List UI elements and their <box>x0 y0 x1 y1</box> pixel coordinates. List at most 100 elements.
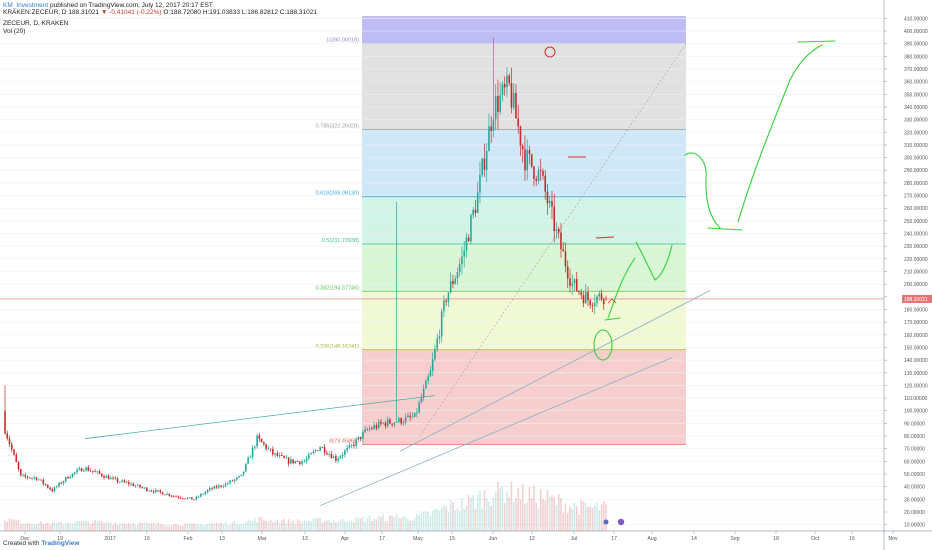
candle-body <box>132 483 135 486</box>
volume-bar <box>150 523 153 531</box>
candle-body <box>206 490 209 493</box>
y-tick-label: 300.00000 <box>904 156 928 162</box>
volume-bar <box>472 495 474 531</box>
candle-body <box>35 477 38 480</box>
candle-body <box>427 376 429 381</box>
candle-body <box>94 471 96 473</box>
volume-bar <box>474 508 477 531</box>
candle-body <box>175 495 177 497</box>
volume-bar <box>348 521 351 531</box>
hand-drawn-stroke <box>797 40 836 43</box>
candle-body <box>19 469 22 476</box>
candle-body <box>215 486 218 488</box>
x-tick-label: Oct <box>811 536 820 542</box>
volume-bar <box>355 517 357 531</box>
y-tick-label: 410.00000 <box>904 16 928 22</box>
volume-bar <box>476 495 479 531</box>
volume-bar <box>335 522 337 531</box>
candle-body <box>521 145 524 150</box>
candle-body <box>481 158 483 175</box>
candle-body <box>191 497 193 500</box>
candle-body <box>557 228 560 233</box>
candle-body <box>497 96 499 112</box>
candle-body <box>542 171 544 176</box>
volume-bar <box>173 523 175 531</box>
candle-body <box>40 479 42 481</box>
candle-body <box>553 206 556 232</box>
volume-bar <box>587 507 589 531</box>
volume-bar <box>515 498 517 531</box>
instrument-label: ZECEUR, D, KRAKEN <box>3 20 69 27</box>
candle-body <box>377 421 380 429</box>
x-tick-label: 16 <box>849 536 855 542</box>
volume-bar <box>116 524 119 531</box>
volume-bar <box>155 524 157 531</box>
y-tick-label: 70.00000 <box>904 447 925 453</box>
volume-bar <box>188 523 191 531</box>
volume-bar <box>256 522 258 531</box>
volume-bar <box>564 503 567 531</box>
volume-bar <box>481 508 483 531</box>
volume-bar <box>166 525 168 531</box>
author-link[interactable]: KM_Investment <box>3 2 49 9</box>
y-tick-label: 180.00000 <box>904 307 928 313</box>
volume-bar <box>544 500 547 531</box>
y-tick-label: 230.00000 <box>904 244 928 250</box>
candle-body <box>60 482 63 484</box>
fib-diagonal <box>419 43 687 437</box>
candle-body <box>26 476 29 478</box>
candle-body <box>380 421 382 424</box>
candle-body <box>422 388 425 398</box>
publish-text: published on TradingView.com, July 12, 2… <box>49 2 213 9</box>
candle-body <box>186 497 189 499</box>
volume-bar <box>112 524 114 531</box>
candle-body <box>6 433 9 439</box>
volume-bar <box>555 504 558 531</box>
candle-body <box>44 483 47 486</box>
volume-bar <box>310 521 312 531</box>
candle-body <box>600 293 603 300</box>
candle-body <box>218 485 220 488</box>
candle-body <box>71 473 74 478</box>
candle-body <box>443 300 445 312</box>
volume-bar <box>35 524 38 531</box>
volume-bar <box>521 483 524 531</box>
candle-body <box>564 251 567 267</box>
y-tick-label: 60.00000 <box>904 459 925 465</box>
volume-bar <box>357 517 360 531</box>
y-tick-label: 90.00000 <box>904 421 925 427</box>
candle-body <box>407 415 409 418</box>
volume-bar <box>490 505 492 531</box>
fib-level-label: 0.786(322.26028) <box>316 123 360 129</box>
candle-body <box>366 429 369 431</box>
candle-body <box>227 483 229 485</box>
volume-bar <box>76 520 78 531</box>
candle-body <box>276 453 279 456</box>
candle-body <box>503 84 506 88</box>
volume-bar <box>503 503 506 531</box>
candle-body <box>89 470 92 472</box>
candle-body <box>91 471 94 472</box>
volume-bar <box>380 516 382 531</box>
candle-body <box>179 497 182 499</box>
volume-bar <box>6 521 9 531</box>
tradingview-logo[interactable]: TradingView <box>41 540 80 547</box>
volume-bar <box>305 521 308 531</box>
volume-bar <box>186 523 189 531</box>
candle-body <box>211 487 213 489</box>
volume-bar <box>346 522 348 531</box>
candle-body <box>263 442 265 445</box>
candle-body <box>548 201 551 204</box>
candle-body <box>537 169 540 181</box>
volume-bar <box>80 521 83 531</box>
candle-body <box>290 459 292 464</box>
candle-body <box>418 402 420 413</box>
fib-level-label: 0.5(231.73938) <box>322 238 359 244</box>
candle-body <box>256 435 258 447</box>
volume-bar <box>220 522 222 531</box>
volume-bar <box>375 519 378 531</box>
candle-body <box>425 380 427 389</box>
volume-bar <box>492 497 495 531</box>
